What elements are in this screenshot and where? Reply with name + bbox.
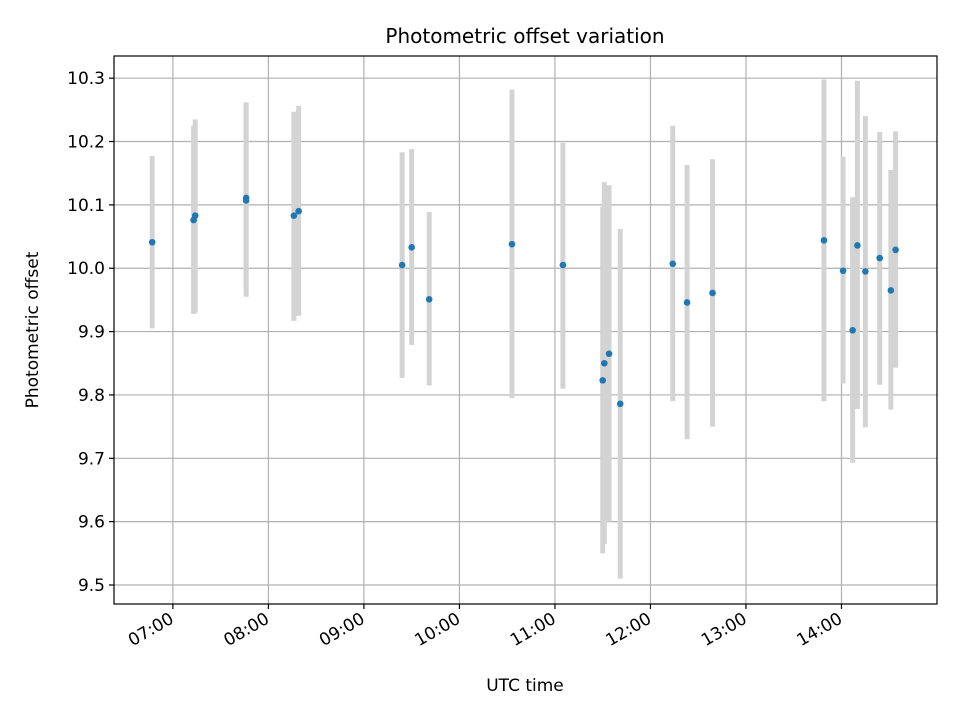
data-point: [191, 212, 199, 219]
y-tick-label: 9.7: [78, 449, 105, 469]
y-tick-label: 10.1: [67, 196, 105, 216]
data-point: [839, 267, 847, 275]
y-tick-label: 9.8: [78, 386, 105, 406]
data-point: [425, 295, 433, 303]
data-point: [599, 377, 607, 384]
x-axis-label: UTC time: [486, 676, 564, 696]
data-point: [398, 261, 406, 269]
data-point: [508, 240, 516, 248]
data-point: [849, 327, 856, 334]
data-point: [295, 207, 302, 215]
y-tick-label: 10.2: [67, 133, 105, 153]
plot-frame: [113, 55, 938, 605]
data-point: [876, 254, 883, 262]
data-point: [854, 242, 861, 249]
chart-title: Photometric offset variation: [385, 24, 664, 48]
y-tick-label: 9.5: [78, 576, 105, 596]
data-point: [616, 400, 624, 408]
data-points: [148, 194, 899, 408]
data-point: [408, 244, 415, 251]
grid: [114, 56, 937, 604]
y-tick-label: 9.9: [78, 323, 105, 343]
data-point: [290, 212, 298, 219]
y-tick-label: 9.6: [78, 513, 105, 533]
data-point: [683, 299, 691, 306]
y-tick-label: 10.0: [67, 259, 105, 279]
y-axis-ticks: 9.5 9.6 9.7 9.8 9.9 10.0 10.1 10.2 10.3: [67, 69, 114, 596]
data-point: [669, 260, 677, 268]
data-point: [605, 350, 613, 358]
data-point: [709, 289, 716, 297]
data-point: [600, 359, 608, 367]
data-point: [148, 238, 156, 246]
data-point: [862, 268, 869, 275]
data-point: [887, 287, 895, 294]
data-point: [892, 246, 899, 254]
data-point: [820, 237, 828, 244]
data-point: [242, 194, 250, 202]
y-tick-label: 10.3: [67, 69, 105, 89]
y-axis-label: Photometric offset: [23, 251, 43, 408]
data-point: [559, 261, 567, 269]
